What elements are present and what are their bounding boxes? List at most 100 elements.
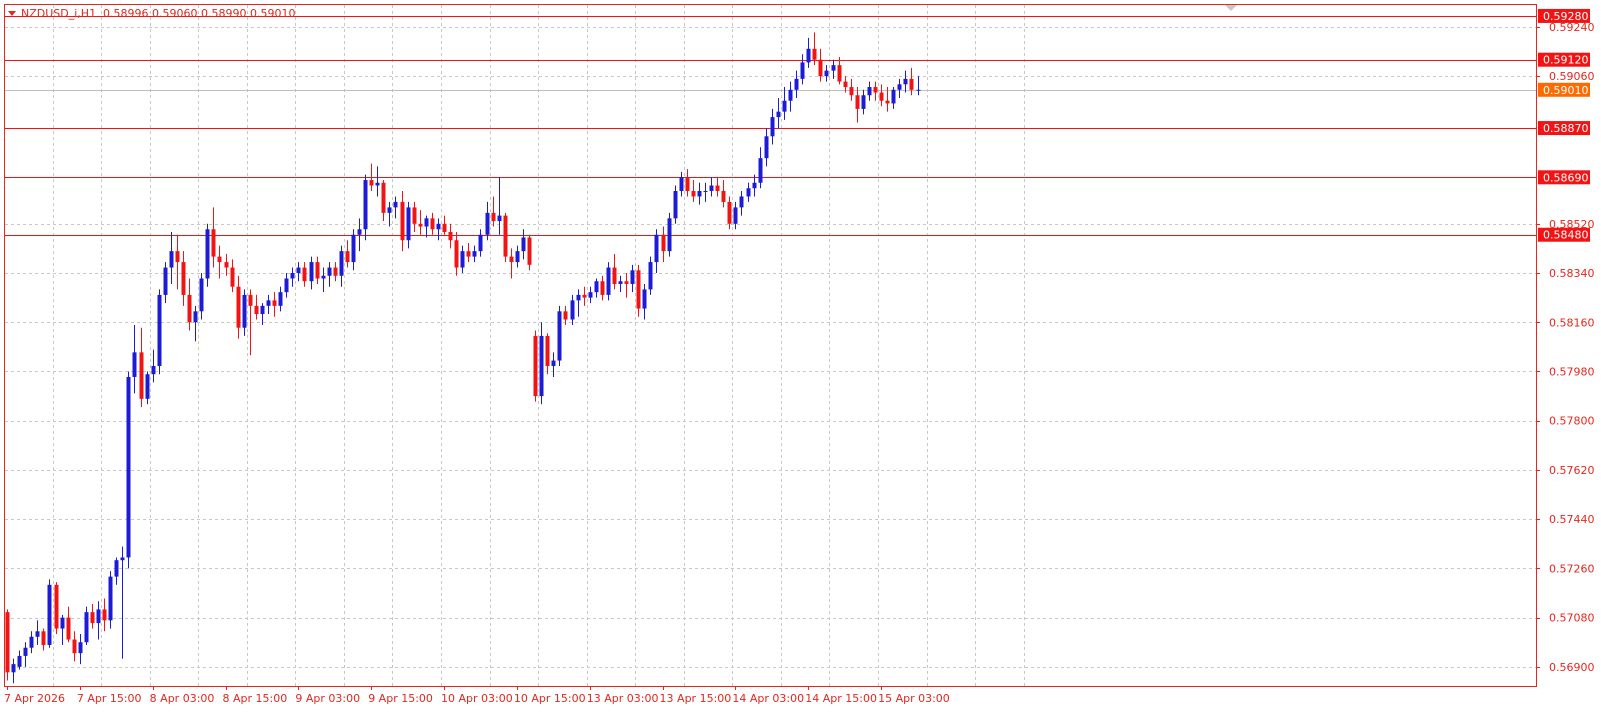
candle-body (339, 251, 344, 276)
candle-body (363, 180, 368, 230)
price-tick-label: 0.57080 (1549, 612, 1595, 625)
candle-body (612, 267, 617, 284)
candle-body (47, 584, 52, 645)
candle-body (448, 232, 453, 241)
candle-body (345, 251, 350, 263)
time-tick-label: 8 Apr 15:00 (223, 692, 288, 705)
candle-body (145, 374, 150, 399)
candle-body (855, 95, 860, 109)
level-price-tag-bg[interactable] (1538, 52, 1590, 67)
candle-body (266, 300, 271, 306)
candle-body (509, 256, 514, 263)
price-tick-label: 0.56900 (1549, 661, 1595, 674)
candle-body (284, 278, 289, 293)
candle-body (211, 229, 216, 257)
time-tick-label: 9 Apr 03:00 (295, 692, 360, 705)
candle-body (667, 218, 672, 252)
time-tick-label: 10 Apr 15:00 (514, 692, 586, 705)
candle-body (66, 617, 71, 640)
candle-body (491, 212, 496, 222)
candle-body (709, 185, 714, 191)
candle-body (151, 366, 156, 375)
candle-body (794, 78, 799, 90)
candle-body (618, 281, 623, 284)
candle-body (624, 281, 629, 284)
candle-body (539, 335, 544, 397)
candle-body (41, 631, 46, 645)
candle-body (400, 201, 405, 241)
candle-body (35, 631, 40, 637)
candle-body (891, 89, 896, 104)
candle-body (114, 560, 119, 577)
level-price-tag-bg[interactable] (1538, 227, 1590, 242)
candle-body (879, 92, 884, 101)
candle-body (824, 70, 829, 77)
level-price-tag-bg[interactable] (1538, 8, 1590, 23)
candle-body (375, 182, 380, 186)
candle-body (418, 223, 423, 227)
time-tick-label: 9 Apr 15:00 (368, 692, 433, 705)
candle-body (11, 664, 16, 673)
candle-body (321, 275, 326, 279)
candle-body (102, 609, 107, 621)
level-price-tag[interactable]: 0.59120 (1543, 54, 1589, 67)
candle-body (139, 352, 144, 399)
candle-body (327, 267, 332, 276)
time-tick-label: 14 Apr 15:00 (805, 692, 877, 705)
candle-body (861, 95, 866, 109)
candle-body (17, 655, 22, 667)
level-price-tag-bg[interactable] (1538, 121, 1590, 136)
time-tick-label: 13 Apr 03:00 (587, 692, 659, 705)
price-tick-label: 0.59240 (1549, 21, 1595, 34)
candle-body (557, 311, 562, 361)
candle-body (248, 294, 253, 306)
candle-body (636, 270, 641, 309)
candle-body (703, 190, 708, 192)
candle-body (648, 262, 653, 290)
ohlc-readout: 0.58996 0.59060 0.58990 0.59010 (103, 7, 295, 20)
candle-body (727, 201, 732, 224)
candle-body (849, 87, 854, 96)
candle-body (230, 267, 235, 287)
candle-body (679, 177, 684, 191)
candle-body (570, 300, 575, 320)
level-price-tag-bg[interactable] (1538, 170, 1590, 185)
candle-body (5, 612, 10, 673)
candle-body (594, 281, 599, 293)
level-price-tag[interactable]: 0.58870 (1543, 122, 1589, 135)
candle-body (393, 201, 398, 208)
candle-body (673, 190, 678, 219)
candle-body (806, 48, 811, 63)
candle-body (90, 612, 95, 624)
candle-body (260, 305, 265, 315)
candle-body (436, 223, 441, 230)
time-axis[interactable]: 7 Apr 2026 7 Apr 15:00 8 Apr 03:00 8 Apr 15… (4, 686, 950, 705)
level-price-tag[interactable]: 0.59280 (1543, 10, 1589, 23)
level-price-tag[interactable]: 0.58690 (1543, 171, 1589, 184)
bid-price-tag-bg[interactable] (1538, 82, 1590, 97)
bid-price-tag[interactable]: 0.59010 (1543, 84, 1589, 97)
candle-body (157, 294, 162, 367)
candle-body (412, 207, 417, 224)
time-tick-label: 15 Apr 03:00 (878, 692, 950, 705)
candle-body (54, 584, 59, 629)
candle-body (460, 251, 465, 268)
candle-body (588, 292, 593, 298)
candle-body (224, 262, 229, 268)
candle-body (837, 65, 842, 82)
level-price-tag[interactable]: 0.58480 (1543, 229, 1589, 242)
collapse-triangle-icon[interactable] (8, 11, 16, 16)
candle-body (521, 237, 526, 252)
candle-body (746, 188, 751, 197)
price-tick-label: 0.58160 (1549, 316, 1595, 329)
candle-body (697, 190, 702, 197)
candle-body (23, 647, 28, 656)
candle-body (424, 218, 429, 227)
shift-marker-icon[interactable] (1225, 5, 1237, 11)
price-tick-label: 0.57620 (1549, 464, 1595, 477)
price-axis[interactable]: 0.59240 0.59060 0.58520 0.58340 0.58160 0.579… (1536, 8, 1595, 674)
candle-body (661, 234, 666, 252)
